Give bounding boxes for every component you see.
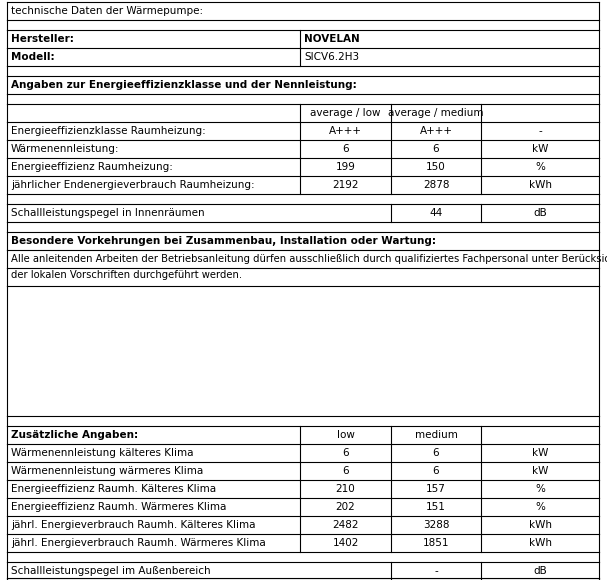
Text: Modell:: Modell: (11, 52, 55, 62)
Text: Hersteller:: Hersteller: (11, 34, 74, 44)
Text: Zusätzliche Angaben:: Zusätzliche Angaben: (11, 430, 138, 440)
Text: 199: 199 (336, 162, 356, 172)
Text: Wärmenennleistung kälteres Klima: Wärmenennleistung kälteres Klima (11, 448, 194, 458)
Text: 202: 202 (336, 502, 355, 512)
Text: Schallleistungspegel im Außenbereich: Schallleistungspegel im Außenbereich (11, 566, 211, 576)
Text: %: % (535, 502, 545, 512)
Text: der lokalen Vorschriften durchgeführt werden.: der lokalen Vorschriften durchgeführt we… (11, 270, 242, 280)
Text: 210: 210 (336, 484, 355, 494)
Text: jährl. Energieverbrauch Raumh. Kälteres Klima: jährl. Energieverbrauch Raumh. Kälteres … (11, 520, 256, 530)
Text: 2878: 2878 (422, 180, 449, 190)
Text: jährl. Energieverbrauch Raumh. Wärmeres Klima: jährl. Energieverbrauch Raumh. Wärmeres … (11, 538, 266, 548)
Text: Alle anleitenden Arbeiten der Betriebsanleitung dürfen ausschließlich durch qual: Alle anleitenden Arbeiten der Betriebsan… (11, 254, 607, 264)
Text: 3288: 3288 (422, 520, 449, 530)
Text: -: - (538, 126, 542, 136)
Text: 6: 6 (342, 144, 349, 154)
Text: 2482: 2482 (332, 520, 359, 530)
Text: Energieeffizienz Raumh. Wärmeres Klima: Energieeffizienz Raumh. Wärmeres Klima (11, 502, 226, 512)
Text: A+++: A+++ (419, 126, 452, 136)
Text: Energieeffizienzklasse Raumheizung:: Energieeffizienzklasse Raumheizung: (11, 126, 206, 136)
Text: 151: 151 (426, 502, 446, 512)
Text: 6: 6 (433, 144, 439, 154)
Text: Wärmenennleistung:: Wärmenennleistung: (11, 144, 120, 154)
Text: NOVELAN: NOVELAN (304, 34, 360, 44)
Text: Besondere Vorkehrungen bei Zusammenbau, Installation oder Wartung:: Besondere Vorkehrungen bei Zusammenbau, … (11, 236, 436, 246)
Text: dB: dB (533, 208, 547, 218)
Text: 6: 6 (342, 466, 349, 476)
Text: kWh: kWh (529, 538, 552, 548)
Text: A+++: A+++ (329, 126, 362, 136)
Text: jährlicher Endenergieverbrauch Raumheizung:: jährlicher Endenergieverbrauch Raumheizu… (11, 180, 254, 190)
Text: average / medium: average / medium (388, 108, 484, 118)
Text: low: low (336, 430, 354, 440)
Text: kWh: kWh (529, 180, 552, 190)
Text: dB: dB (533, 566, 547, 576)
Text: Energieeffizienz Raumh. Kälteres Klima: Energieeffizienz Raumh. Kälteres Klima (11, 484, 216, 494)
Text: 6: 6 (342, 448, 349, 458)
Text: Wärmenennleistung wärmeres Klima: Wärmenennleistung wärmeres Klima (11, 466, 203, 476)
Text: 1851: 1851 (422, 538, 449, 548)
Text: %: % (535, 162, 545, 172)
Text: kW: kW (532, 466, 548, 476)
Text: technische Daten der Wärmepumpe:: technische Daten der Wärmepumpe: (11, 6, 203, 16)
Text: average / low: average / low (310, 108, 381, 118)
Text: kWh: kWh (529, 520, 552, 530)
Text: 150: 150 (426, 162, 446, 172)
Text: 157: 157 (426, 484, 446, 494)
Text: %: % (535, 484, 545, 494)
Text: kW: kW (532, 448, 548, 458)
Text: 1402: 1402 (332, 538, 359, 548)
Text: kW: kW (532, 144, 548, 154)
Text: 44: 44 (429, 208, 443, 218)
Text: 2192: 2192 (332, 180, 359, 190)
Text: 6: 6 (433, 448, 439, 458)
Text: Schallleistungspegel in Innenräumen: Schallleistungspegel in Innenräumen (11, 208, 205, 218)
Text: SICV6.2H3: SICV6.2H3 (304, 52, 359, 62)
Text: medium: medium (415, 430, 458, 440)
Text: Angaben zur Energieeffizienzklasse und der Nennleistung:: Angaben zur Energieeffizienzklasse und d… (11, 80, 357, 90)
Text: Energieeffizienz Raumheizung:: Energieeffizienz Raumheizung: (11, 162, 173, 172)
Text: 6: 6 (433, 466, 439, 476)
Text: -: - (434, 566, 438, 576)
